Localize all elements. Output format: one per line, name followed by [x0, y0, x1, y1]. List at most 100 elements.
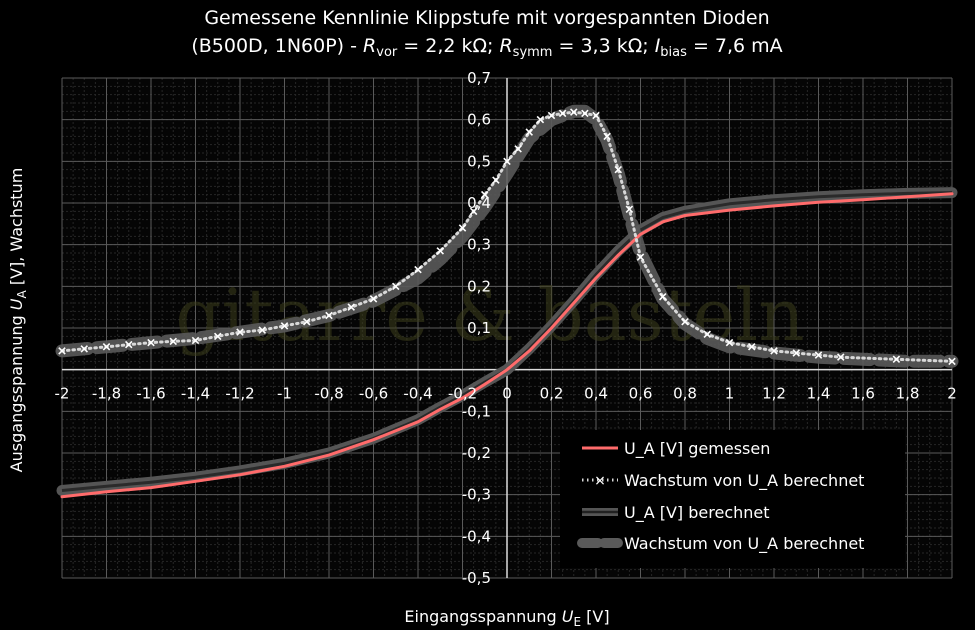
y-tick-label: 0,7: [467, 69, 491, 87]
y-tick-label: -0,5: [462, 569, 491, 587]
y-axis-title-unit: [V], Wachstum: [7, 168, 26, 291]
marker-stroke-b: [80, 345, 89, 353]
title-rvor-symbol: R: [363, 35, 376, 57]
series-wachstum-marker: [369, 295, 378, 303]
x-axis-title-unit: [V]: [581, 607, 610, 626]
x-tick-label: 1,6: [851, 385, 875, 403]
marker-stroke-b: [469, 207, 478, 216]
series-wachstum-marker: [124, 340, 133, 349]
legend-label-ua-gemessen: U_A [V] gemessen: [624, 439, 770, 459]
legend-label-wachstum-x: Wachstum von U_A berechnet: [624, 471, 864, 491]
marker-stroke-b: [458, 224, 467, 232]
marker-stroke-b: [792, 349, 801, 357]
marker-stroke-b: [280, 322, 289, 330]
marker-stroke-b: [681, 317, 689, 326]
marker-stroke-b: [948, 357, 956, 366]
x-tick-label: 1,2: [762, 385, 786, 403]
y-axis-title-text: Ausgangsspannung: [7, 310, 26, 472]
x-axis-title-symbol: U: [562, 607, 574, 626]
series-0: [60, 192, 954, 499]
y-tick-label: -0,1: [462, 402, 491, 420]
series-wachstum-marker: [514, 145, 522, 153]
series-wachstum-marker: [747, 342, 756, 351]
title-rsymm-subscript: symm: [513, 45, 553, 60]
series-layer: [55, 104, 959, 499]
title-rvor-value: = 2,2 kΩ;: [397, 35, 499, 57]
x-axis-title-subscript: E: [574, 615, 582, 629]
series-wachstum-marker: [603, 132, 611, 141]
marker-stroke-b: [614, 165, 623, 174]
chart-title-line1: Gemessene Kennlinie Klippstufe mit vorge…: [204, 7, 769, 29]
series-wachstum-marker: [592, 111, 600, 120]
series-wachstum-marker: [302, 317, 311, 326]
marker-stroke-b: [658, 292, 667, 301]
marker-stroke-b: [169, 337, 178, 346]
x-tick-label: -1: [277, 385, 292, 403]
marker-stroke-b: [503, 157, 511, 166]
series-wachstum-marker: [770, 347, 778, 355]
marker-stroke-b: [581, 109, 589, 118]
x-tick-label: 1,8: [896, 385, 920, 403]
title-rvor-subscript: vor: [376, 45, 398, 60]
x-tick-label: -0,8: [314, 385, 343, 403]
marker-stroke-b: [625, 205, 634, 214]
series-wachstum-marker: [258, 326, 267, 334]
marker-stroke-b: [536, 115, 545, 124]
marker-stroke-b: [347, 303, 356, 311]
marker-stroke-b: [747, 342, 756, 351]
y-tick-label: 0,4: [467, 194, 491, 212]
marker-stroke-b: [558, 109, 567, 118]
x-tick-label: -1,6: [136, 385, 165, 403]
series-wachstum-marker: [892, 355, 901, 364]
marker-stroke-b: [892, 355, 901, 364]
y-tick-label: 0,2: [467, 277, 491, 295]
marker-stroke-b: [569, 108, 578, 116]
legend-marker-x: ×: [594, 473, 606, 489]
marker-stroke-b: [102, 342, 111, 351]
y-tick-label: 0,1: [467, 319, 491, 337]
x-axis-title-text: Eingangsspannung: [404, 607, 561, 626]
legend-item-ua-gemessen: U_A [V] gemessen: [582, 439, 770, 459]
series-wachstum-marker: [414, 265, 422, 274]
series-wachstum-marker: [436, 247, 445, 255]
marker-stroke-b: [147, 338, 155, 347]
marker-stroke-b: [725, 338, 734, 347]
y-tick-label: 0,5: [467, 152, 491, 170]
marker-stroke-b: [191, 336, 200, 345]
x-tick-label: 0,4: [584, 385, 608, 403]
y-tick-labels: 0,7 0,6 0,5 0,4 0,3 0,2 0,1 -0,1 -0,2 -0,3 -0,4 -0,…: [462, 69, 491, 587]
marker-stroke-b: [480, 190, 489, 199]
series-wachstum-marker: [681, 317, 689, 326]
marker-stroke-b: [124, 340, 133, 349]
series-wachstum-marker: [325, 311, 333, 320]
series-wachstum-marker: [625, 205, 634, 214]
series-wachstum-marker: [191, 336, 200, 345]
marker-stroke-b: [236, 328, 244, 336]
legend-label-wachstum-berechnet: Wachstum von U_A berechnet: [624, 534, 864, 554]
series-wachstum-marker: [102, 342, 111, 351]
x-tick-label: 1,4: [807, 385, 831, 403]
title-rsymm-symbol: R: [499, 35, 512, 57]
title-ibias-value: = 7,6 mA: [687, 35, 783, 57]
chart-title-line2: (B500D, 1N60P) - Rvor = 2,2 kΩ; Rsymm = …: [191, 35, 782, 60]
series-wachstum-marker: [169, 337, 178, 346]
series-wachstum-marker: [536, 115, 545, 124]
x-tick-label: 1: [725, 385, 735, 403]
x-tick-label: 2: [947, 385, 957, 403]
series-wachstum-marker: [213, 332, 222, 341]
marker-stroke-b: [814, 351, 823, 359]
series-wachstum-marker: [280, 322, 289, 330]
marker-stroke-b: [703, 330, 712, 339]
marker-stroke-b: [325, 311, 333, 320]
marker-stroke-b: [369, 295, 378, 303]
series-wachstum-marker: [658, 292, 667, 301]
y-axis-title-symbol: U: [7, 298, 26, 310]
legend-item-wachstum-berechnet: Wachstum von U_A berechnet: [577, 534, 864, 554]
x-tick-label: 0,2: [540, 385, 564, 403]
marker-stroke-b: [636, 253, 645, 261]
marker-stroke-b: [603, 132, 611, 141]
marker-stroke-b: [58, 347, 66, 355]
series-wachstum-marker: [347, 303, 356, 311]
legend-item-ua-berechnet: U_A [V] berechnet: [582, 503, 770, 523]
series-wachstum-marker: [458, 224, 467, 232]
